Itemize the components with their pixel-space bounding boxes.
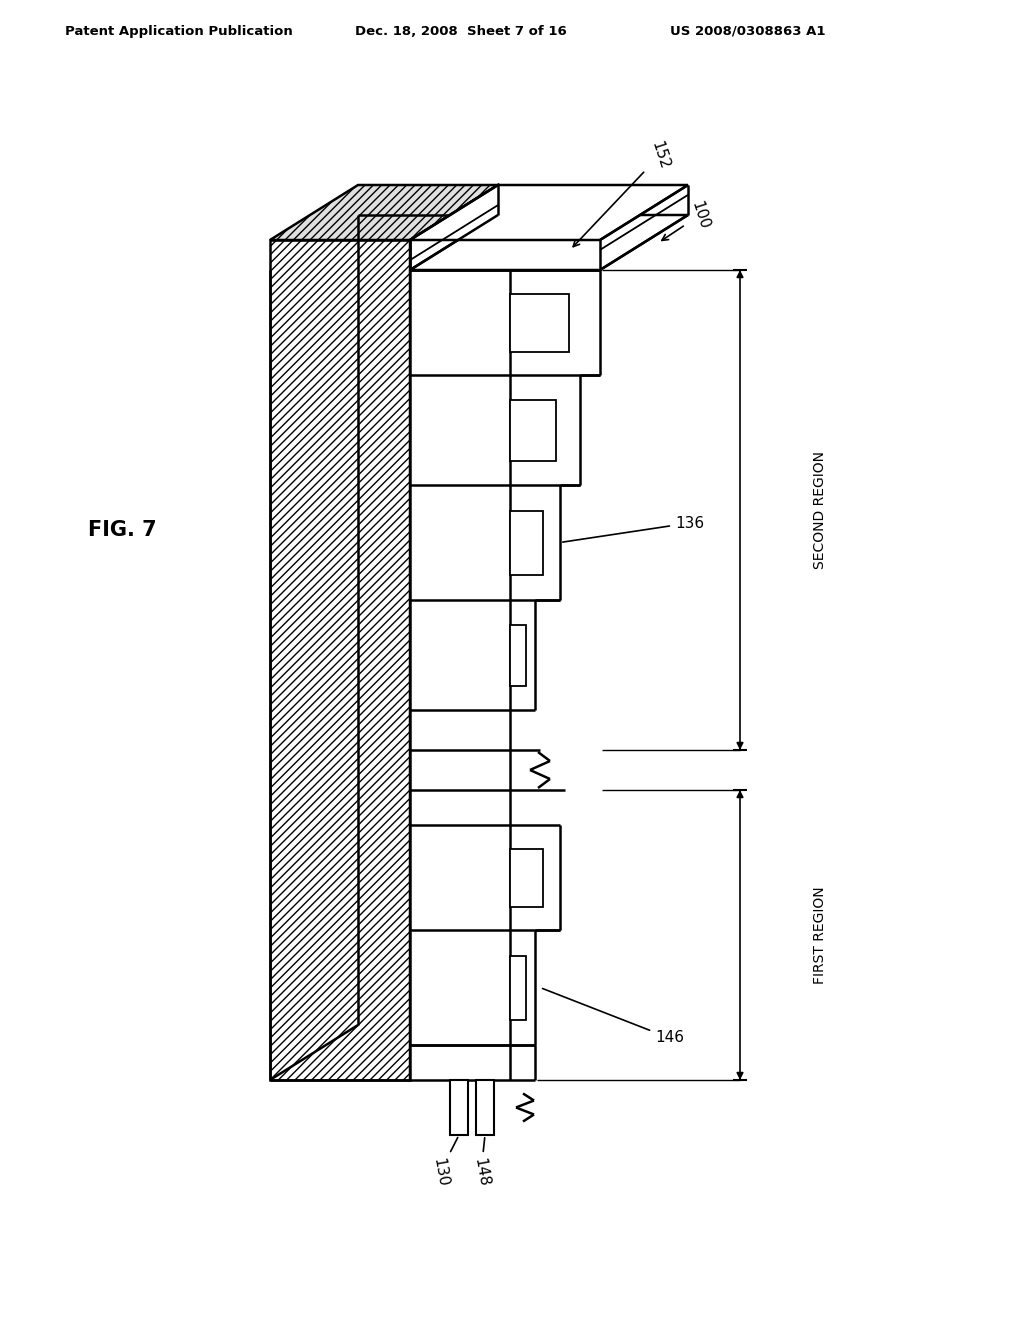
Text: Patent Application Publication: Patent Application Publication [65,25,293,38]
Text: 136: 136 [563,516,705,543]
Polygon shape [510,626,526,686]
Polygon shape [450,1080,468,1135]
Text: FIG. 7: FIG. 7 [88,520,157,540]
Text: 148: 148 [471,1138,490,1188]
Polygon shape [410,185,688,240]
Polygon shape [410,185,498,1080]
Polygon shape [510,400,555,461]
Polygon shape [510,294,568,352]
Polygon shape [410,240,605,1080]
Text: FIRST REGION: FIRST REGION [813,886,827,983]
Text: Dec. 18, 2008  Sheet 7 of 16: Dec. 18, 2008 Sheet 7 of 16 [355,25,566,38]
Polygon shape [270,185,498,240]
Text: 152: 152 [573,139,672,247]
Polygon shape [510,511,543,574]
Polygon shape [476,1080,494,1135]
Polygon shape [270,240,410,1080]
Text: 146: 146 [543,989,684,1045]
Polygon shape [410,215,688,271]
Text: US 2008/0308863 A1: US 2008/0308863 A1 [670,25,825,38]
Text: 130: 130 [430,1138,458,1188]
Polygon shape [510,849,543,907]
Text: 100: 100 [662,199,712,240]
Polygon shape [510,957,526,1019]
Text: SECOND REGION: SECOND REGION [813,451,827,569]
